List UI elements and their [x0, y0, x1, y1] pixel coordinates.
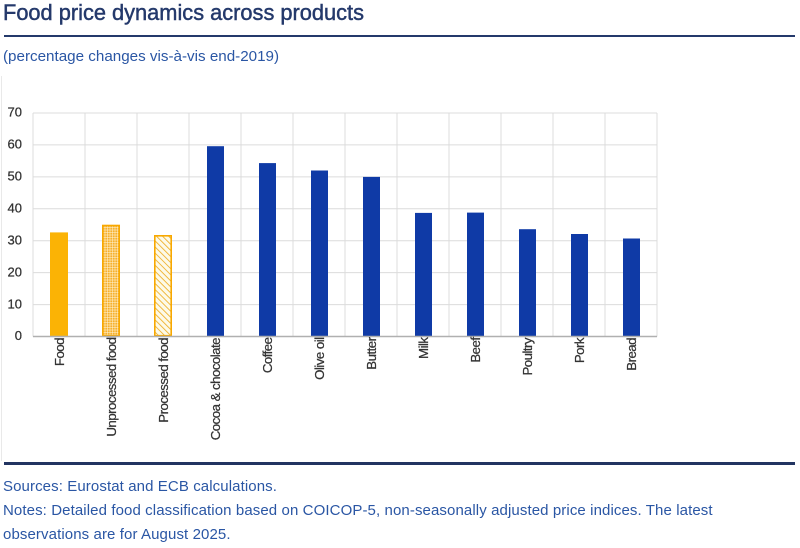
svg-text:60: 60: [8, 137, 22, 152]
svg-text:Butter: Butter: [364, 336, 379, 369]
svg-text:Unprocessed food: Unprocessed food: [104, 337, 119, 436]
svg-text:20: 20: [8, 264, 22, 279]
svg-text:Beef: Beef: [468, 337, 483, 363]
svg-text:Bread: Bread: [624, 338, 639, 371]
svg-text:Food: Food: [52, 338, 67, 366]
svg-text:0: 0: [15, 328, 22, 343]
svg-text:Olive oil: Olive oil: [312, 337, 327, 380]
svg-text:Processed food: Processed food: [156, 338, 171, 423]
svg-text:40: 40: [8, 201, 22, 216]
svg-text:30: 30: [8, 232, 22, 247]
svg-text:10: 10: [8, 296, 22, 311]
svg-text:70: 70: [8, 105, 22, 120]
svg-text:Pork: Pork: [572, 337, 587, 363]
svg-text:Milk: Milk: [416, 337, 431, 359]
svg-text:Poultry: Poultry: [520, 337, 535, 375]
svg-text:50: 50: [8, 169, 22, 184]
svg-text:Coffee: Coffee: [260, 337, 275, 373]
svg-text:Cocoa & chocolate: Cocoa & chocolate: [208, 338, 223, 440]
